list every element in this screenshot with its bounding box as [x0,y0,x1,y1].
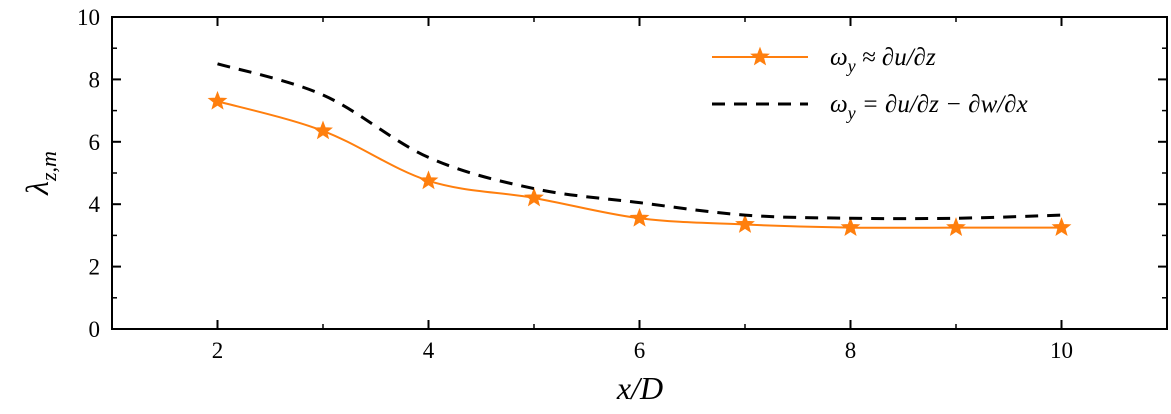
x-tick-label: 8 [845,338,857,363]
series-1 [207,90,1072,237]
data-point-star [629,207,650,227]
x-tick-label: 2 [212,338,224,363]
y-axis-label-subscript: z,m [36,151,61,182]
y-tick-label: 8 [89,67,101,92]
data-point-star [735,214,755,233]
y-axis-ticks: 0 2 4 6 8 10 [77,5,1167,342]
legend-marker-star [750,46,770,66]
y-axis-label-symbol: λ [19,181,55,196]
data-point-star [946,217,966,237]
x-axis-ticks: 2 4 6 8 10 [111,17,1168,363]
y-tick-label: 2 [89,255,101,280]
y-tick-label: 0 [89,317,101,342]
data-point-star [840,217,861,237]
data-point-star [313,120,333,140]
legend-label: ωy ≈ ∂u/∂z [830,44,936,76]
x-tick-label: 4 [423,338,435,363]
series-2 [217,62,1062,221]
data-point-star [1051,217,1072,237]
plot-frame [111,16,1168,330]
y-axis-label: λz,m [19,151,61,196]
x-tick-label: 10 [1050,338,1073,363]
x-axis-label: x/D [616,370,663,406]
data-point-star [524,187,544,207]
data-point-star [207,90,228,110]
y-tick-label: 10 [77,5,100,30]
x-tick-label: 6 [634,338,646,363]
series-line [217,62,1062,221]
legend-label: ωy = ∂u/∂z − ∂w/∂x [830,91,1028,123]
legend: ωy ≈ ∂u/∂z ωy = ∂u/∂z − ∂w/∂x [712,44,1028,123]
y-tick-label: 6 [89,130,101,155]
data-point-star [418,170,439,190]
series-layer [207,62,1072,237]
y-tick-label: 4 [89,192,101,217]
